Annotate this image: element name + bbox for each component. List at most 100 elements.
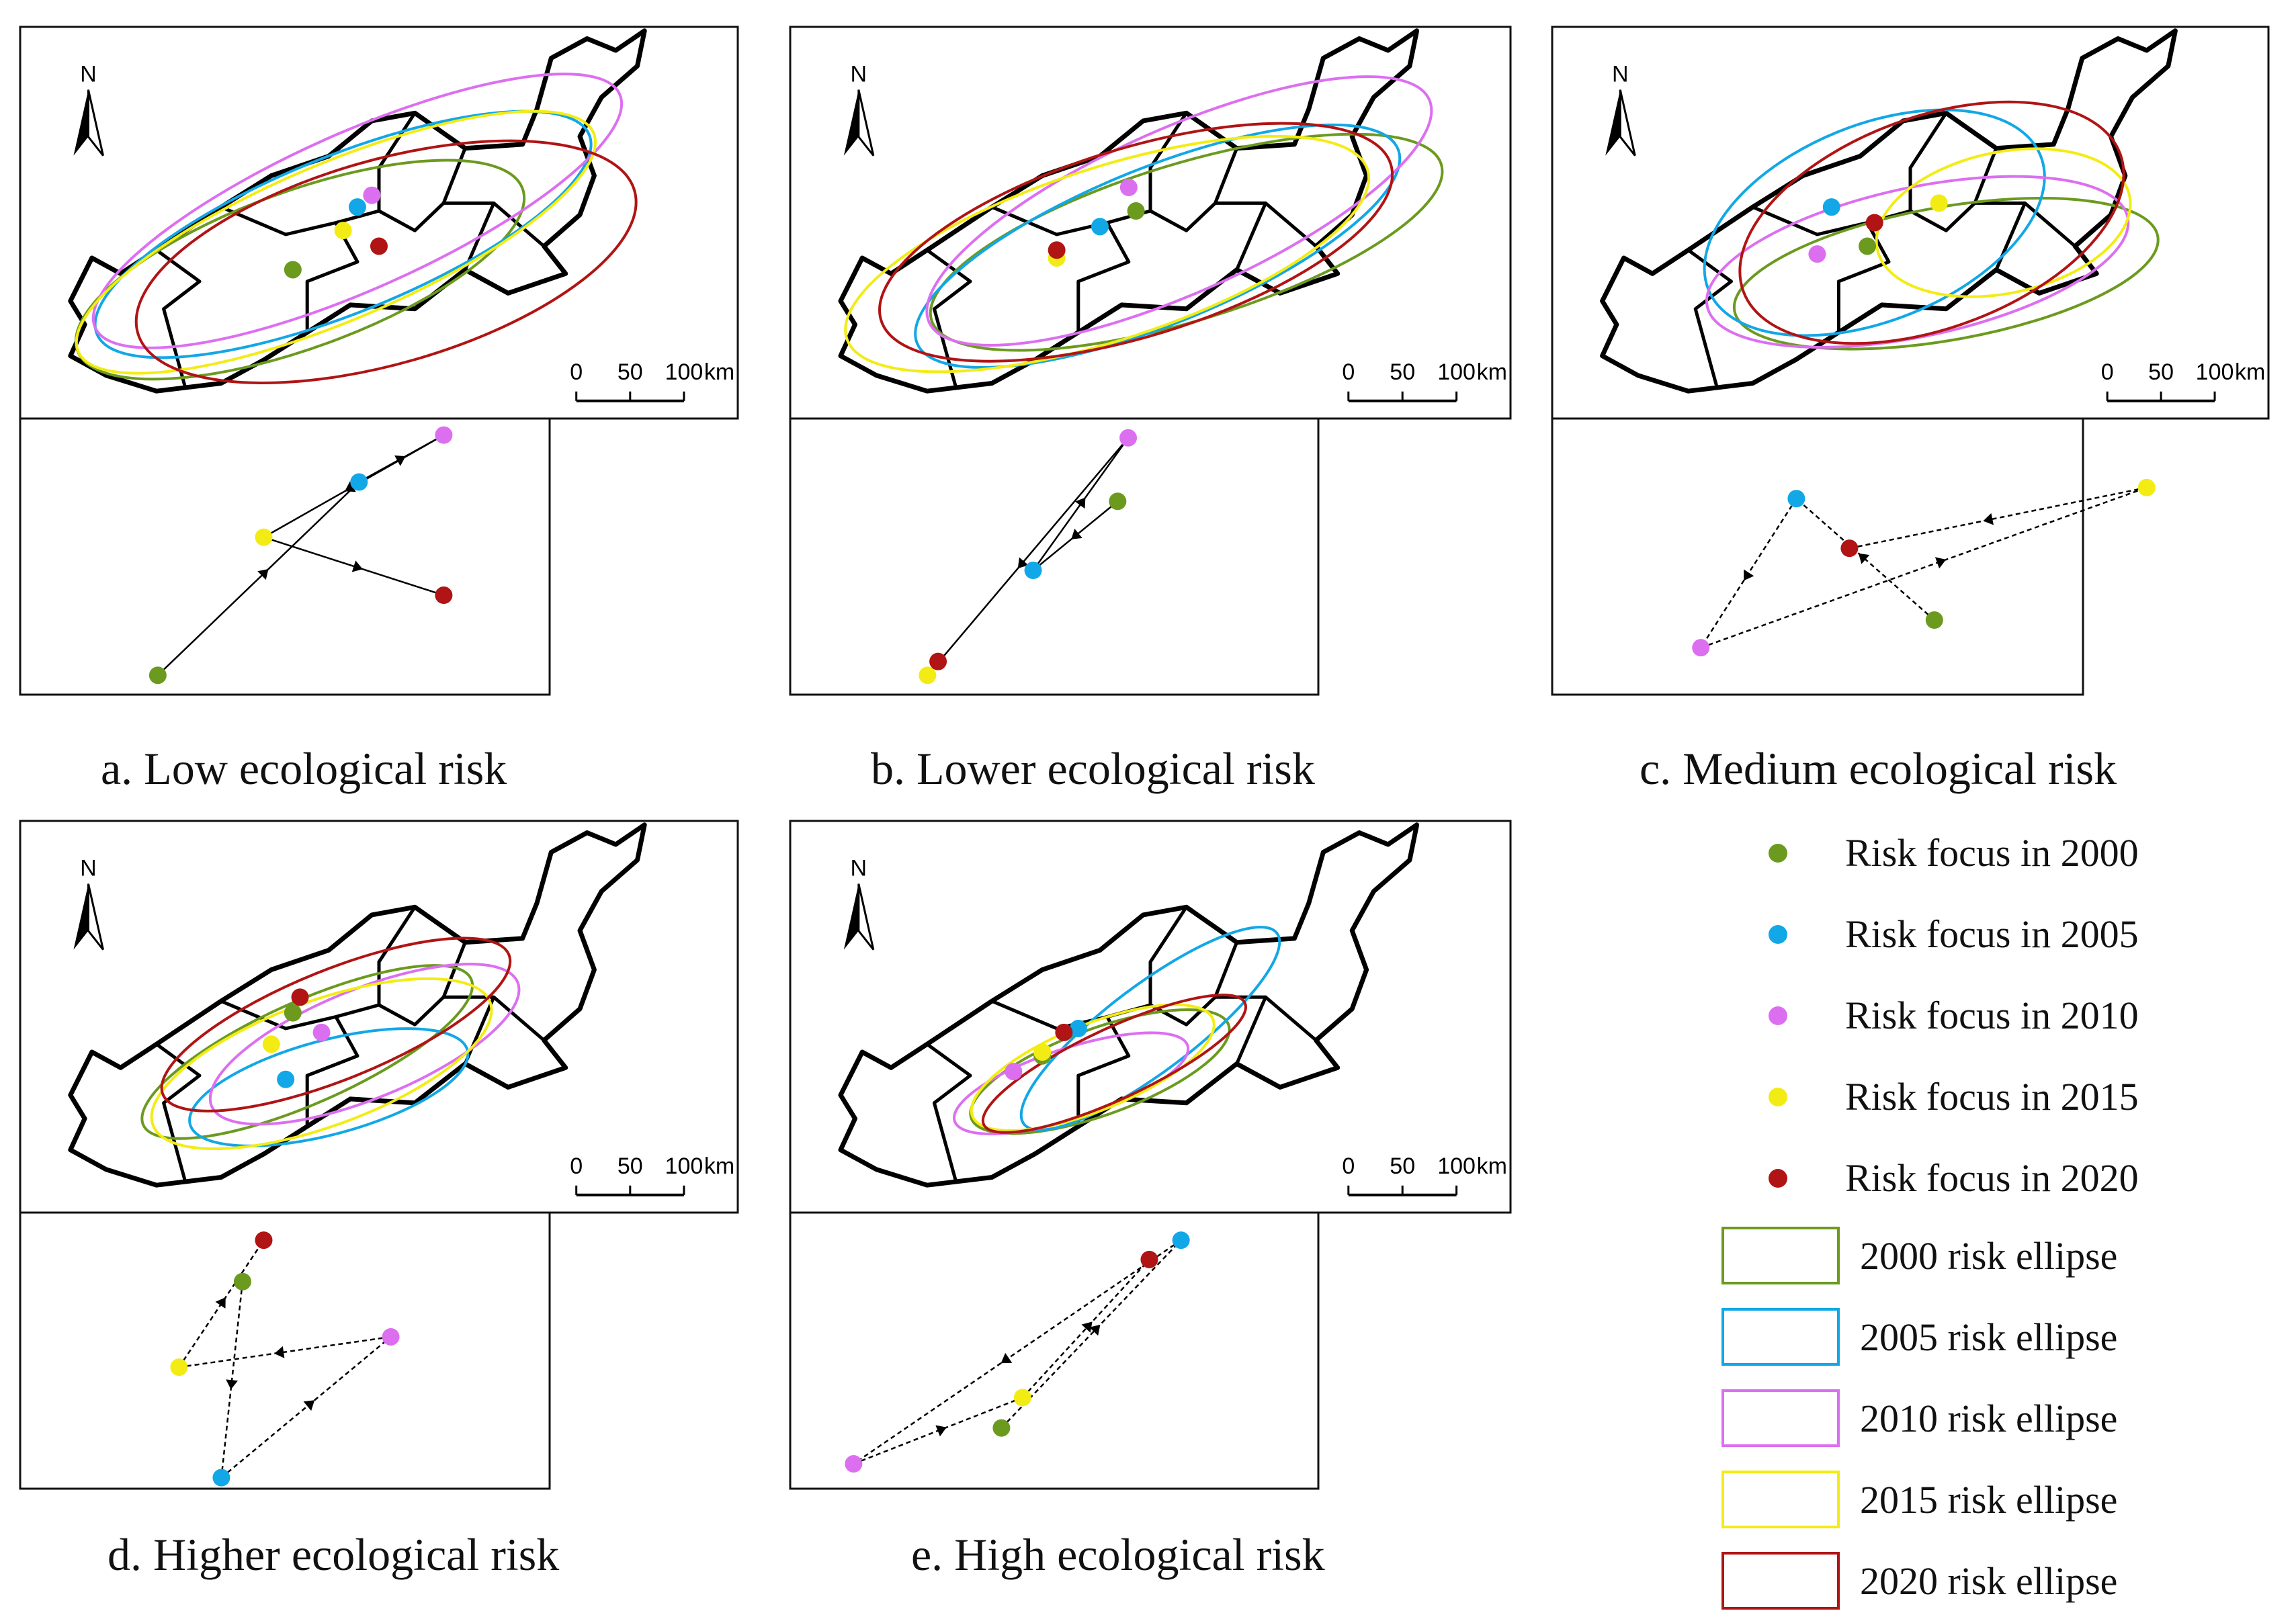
legend-item-ellipse-2010: 2010 risk ellipse — [1721, 1389, 2117, 1447]
legend-label: Risk focus in 2010 — [1845, 994, 2139, 1037]
north-arrow-icon — [73, 89, 89, 156]
county-boundary — [1908, 112, 1948, 211]
point-2020-icon — [1769, 1168, 1787, 1188]
trajectory-point-2005 — [350, 473, 368, 491]
trajectory-point-2015 — [170, 1358, 188, 1376]
trajectory-arrow-icon — [1081, 1321, 1093, 1333]
risk-ellipse-2005 — [1019, 926, 1281, 1131]
legend-item-point-2020: Risk focus in 2020 — [1769, 1155, 2139, 1200]
risk-focus-2000 — [284, 1004, 302, 1022]
scale-unit: km — [1477, 359, 1507, 385]
risk-ellipse-2015 — [75, 110, 597, 375]
ellipse-2015-swatch — [1721, 1471, 1840, 1528]
scale-unit: km — [2235, 359, 2265, 385]
trajectory-panel-b — [789, 417, 1320, 696]
north-arrow-icon — [87, 883, 104, 951]
scale-label: 50 — [2148, 359, 2174, 385]
north-arrow-icon — [857, 883, 875, 951]
risk-ellipse-2020 — [981, 994, 1247, 1134]
risk-focus-2015 — [262, 1035, 280, 1053]
legend-label: Risk focus in 2015 — [1845, 1075, 2139, 1119]
trajectory-line — [1700, 498, 1797, 648]
trajectory-arrow-icon — [215, 1297, 226, 1309]
trajectory-line — [220, 1336, 392, 1479]
trajectory-line — [1021, 1259, 1150, 1399]
trajectory-panel-d — [19, 1211, 551, 1490]
scale-label: 100 — [2196, 359, 2234, 385]
map-panel-a: N 0 50 100 km — [19, 26, 739, 420]
caption-c: c. Medium ecological risk — [1640, 743, 2117, 794]
legend-label: 2005 risk ellipse — [1860, 1315, 2118, 1359]
trajectory-panel-e — [789, 1211, 1320, 1490]
scale-label: 50 — [618, 1153, 643, 1179]
trajectory-arrow-icon — [345, 481, 356, 492]
county-boundary — [155, 1043, 202, 1182]
trajectory-point-2000 — [233, 1272, 251, 1291]
ellipse-2020-swatch — [1721, 1552, 1840, 1610]
point-2000-icon — [1769, 843, 1787, 863]
legend-label: Risk focus in 2005 — [1845, 912, 2139, 956]
trajectory-point-2010 — [1692, 639, 1710, 657]
county-boundary — [443, 995, 546, 1042]
trajectory-arrow-icon — [1074, 497, 1086, 509]
county-boundary — [1235, 996, 1267, 1065]
trajectory-line — [179, 1336, 391, 1368]
legend-item-point-2005: Risk focus in 2005 — [1769, 912, 2139, 957]
map-panel-d: N 0 50 100 km — [19, 820, 739, 1214]
trajectory-arrow-icon — [303, 1400, 315, 1411]
scale-label: 50 — [1390, 1153, 1415, 1179]
risk-focus-2010 — [1808, 245, 1826, 263]
county-boundary — [926, 1043, 972, 1182]
risk-focus-2005 — [277, 1070, 295, 1088]
caption-d: d. Higher ecological risk — [108, 1529, 560, 1580]
trajectory-arrow-icon — [274, 1346, 285, 1358]
risk-ellipse-2005 — [914, 123, 1402, 369]
risk-focus-2020 — [291, 988, 309, 1006]
legend-item-ellipse-2005: 2005 risk ellipse — [1721, 1308, 2117, 1366]
scale-unit: km — [704, 1153, 734, 1179]
trajectory-point-2015 — [919, 666, 937, 685]
north-arrow-icon — [1619, 89, 1636, 157]
county-boundary — [155, 249, 202, 388]
basin-boundary — [1600, 28, 2178, 394]
north-label: N — [80, 856, 97, 881]
trajectory-arrow-icon — [1071, 528, 1082, 539]
risk-focus-2005 — [1822, 198, 1840, 216]
county-boundary — [1148, 906, 1188, 1005]
risk-focus-2005 — [348, 198, 366, 216]
scale-label: 100 — [1437, 1153, 1476, 1179]
trajectory-panel-c — [1551, 417, 2156, 696]
legend-label: Risk focus in 2000 — [1845, 831, 2139, 875]
trajectory-point-2015 — [255, 528, 273, 546]
trajectory-point-2005 — [212, 1469, 230, 1487]
scale-label: 100 — [1437, 359, 1476, 385]
trajectory-arrow-icon — [351, 560, 363, 572]
scale-label: 50 — [618, 359, 643, 385]
north-label: N — [1612, 62, 1629, 87]
scale-label: 0 — [1342, 1153, 1355, 1179]
trajectory-arrow-icon — [935, 1425, 947, 1437]
risk-focus-2010 — [363, 186, 381, 204]
county-boundary — [1974, 201, 2076, 248]
risk-focus-2020 — [370, 237, 388, 255]
trajectory-point-2020 — [255, 1231, 273, 1250]
trajectory-point-2000 — [1925, 611, 1943, 629]
north-label: N — [851, 62, 867, 87]
caption-e: e. High ecological risk — [911, 1529, 1325, 1580]
inset-frame — [19, 417, 551, 696]
caption-b: b. Lower ecological risk — [871, 743, 1315, 794]
trajectory-arrow-icon — [257, 568, 269, 580]
trajectory-point-2015 — [1013, 1389, 1031, 1407]
legend-item-point-2015: Risk focus in 2015 — [1769, 1074, 2139, 1119]
inset-frame — [789, 1211, 1320, 1490]
trajectory-point-2000 — [992, 1419, 1011, 1437]
scale-unit: km — [704, 359, 734, 385]
scale-label: 0 — [1342, 359, 1355, 385]
trajectory-line — [220, 1281, 244, 1478]
map-panel-c: N 0 50 100 km — [1551, 26, 2270, 420]
north-arrow-icon — [87, 89, 104, 157]
north-arrow-icon — [843, 883, 859, 950]
scale-label: 0 — [570, 359, 583, 385]
risk-ellipse-2020 — [878, 122, 1394, 363]
